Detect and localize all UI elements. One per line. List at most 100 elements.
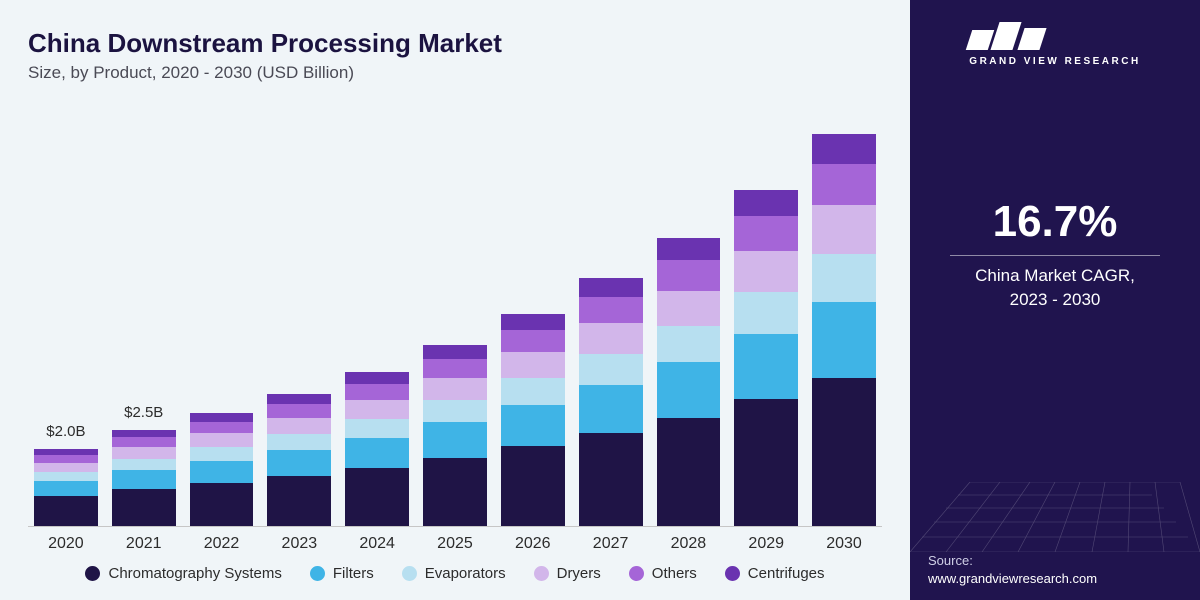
chart-title: China Downstream Processing Market xyxy=(28,28,882,59)
x-axis-tick: 2024 xyxy=(345,535,409,553)
bar-segment xyxy=(190,413,254,421)
bar-segment xyxy=(734,292,798,333)
cagr-label-line1: China Market CAGR, xyxy=(950,264,1160,288)
bar-segment xyxy=(112,489,176,526)
bar-segment xyxy=(112,447,176,459)
bar-segment xyxy=(267,394,331,404)
chart-panel: China Downstream Processing Market Size,… xyxy=(0,0,910,600)
stacked-bar xyxy=(267,394,331,526)
bar-segment xyxy=(112,437,176,447)
bar-segment xyxy=(657,326,721,361)
legend-item: Evaporators xyxy=(402,565,506,582)
bar-segment xyxy=(423,422,487,457)
x-axis-tick: 2030 xyxy=(812,535,876,553)
bar-segment xyxy=(190,461,254,483)
bar-segment xyxy=(734,251,798,292)
bar-group xyxy=(812,108,876,526)
legend-label: Centrifuges xyxy=(748,565,825,582)
x-axis-tick: 2026 xyxy=(501,535,565,553)
bar-segment xyxy=(112,459,176,471)
cagr-block: 16.7% China Market CAGR, 2023 - 2030 xyxy=(950,197,1160,312)
bar-segment xyxy=(579,278,643,297)
bar-segment xyxy=(267,450,331,476)
perspective-grid-icon xyxy=(910,482,1200,552)
bar-segment xyxy=(34,496,98,526)
bar-group xyxy=(579,252,643,526)
bar-segment xyxy=(812,134,876,164)
bar-segment xyxy=(579,354,643,385)
stacked-bar xyxy=(423,345,487,526)
bar-segment xyxy=(345,419,409,438)
bar-segment xyxy=(423,400,487,422)
bar-segment xyxy=(579,297,643,323)
bar-segment xyxy=(501,446,565,526)
logo-bars-icon xyxy=(969,22,1140,50)
bar-group xyxy=(423,319,487,526)
stacked-bar xyxy=(190,413,254,526)
bar-group xyxy=(345,346,409,526)
legend-item: Others xyxy=(629,565,697,582)
x-axis-tick: 2025 xyxy=(423,535,487,553)
x-axis-tick: 2027 xyxy=(579,535,643,553)
bar-group: $2.0B xyxy=(34,423,98,526)
bar-segment xyxy=(34,455,98,463)
logo-bar-icon xyxy=(991,22,1022,50)
legend-item: Centrifuges xyxy=(725,565,825,582)
bar-segment xyxy=(734,190,798,215)
x-axis-tick: 2021 xyxy=(112,535,176,553)
bar-segment xyxy=(423,345,487,358)
cagr-divider xyxy=(950,255,1160,256)
bar-group xyxy=(267,368,331,526)
bar-group xyxy=(501,288,565,526)
bar-segment xyxy=(657,362,721,418)
x-axis-tick: 2020 xyxy=(34,535,98,553)
bar-value-label: $2.5B xyxy=(124,404,163,424)
bar-value-label: $2.0B xyxy=(46,423,85,443)
stacked-bar xyxy=(734,190,798,526)
stacked-bar xyxy=(657,238,721,526)
bar-segment xyxy=(345,438,409,468)
legend-swatch-icon xyxy=(85,566,100,581)
stacked-bar xyxy=(579,278,643,526)
bar-segment xyxy=(267,434,331,450)
bar-segment xyxy=(501,314,565,330)
x-axis: 2020202120222023202420252026202720282029… xyxy=(28,526,882,553)
bar-segment xyxy=(734,399,798,526)
bar-segment xyxy=(190,483,254,526)
bar-segment xyxy=(501,405,565,446)
legend: Chromatography Systems Filters Evaporators… xyxy=(28,553,882,586)
bar-segment xyxy=(190,433,254,447)
side-panel: GRAND VIEW RESEARCH 16.7% China Market C… xyxy=(910,0,1200,600)
bar-group: $2.5B xyxy=(112,404,176,526)
bar-group xyxy=(190,387,254,526)
legend-swatch-icon xyxy=(402,566,417,581)
bar-segment xyxy=(190,422,254,434)
logo-bar-icon xyxy=(1018,28,1047,50)
cagr-value: 16.7% xyxy=(950,197,1160,247)
legend-item: Dryers xyxy=(534,565,601,582)
bar-segment xyxy=(501,352,565,378)
bar-segment xyxy=(734,216,798,251)
bar-segment xyxy=(34,472,98,481)
stacked-bar xyxy=(34,449,98,526)
bar-segment xyxy=(190,447,254,461)
bar-segment xyxy=(812,378,876,526)
bar-segment xyxy=(812,254,876,302)
stacked-bar xyxy=(112,430,176,526)
stacked-bar xyxy=(812,134,876,526)
bar-segment xyxy=(812,164,876,205)
legend-label: Filters xyxy=(333,565,374,582)
bar-segment xyxy=(112,470,176,489)
source-block: Source: www.grandviewresearch.com xyxy=(928,552,1097,588)
legend-swatch-icon xyxy=(310,566,325,581)
plot-area: $2.0B $2.5B xyxy=(28,93,882,526)
bar-segment xyxy=(112,430,176,437)
x-axis-tick: 2028 xyxy=(657,535,721,553)
legend-label: Chromatography Systems xyxy=(108,565,281,582)
bar-segment xyxy=(501,378,565,404)
bar-segment xyxy=(579,323,643,354)
legend-item: Chromatography Systems xyxy=(85,565,281,582)
legend-swatch-icon xyxy=(534,566,549,581)
legend-swatch-icon xyxy=(725,566,740,581)
bar-segment xyxy=(812,205,876,253)
